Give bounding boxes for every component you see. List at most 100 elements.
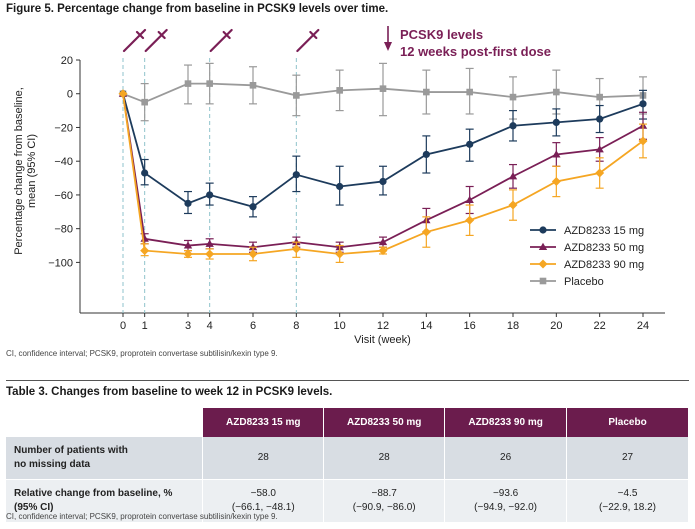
data-point [118,89,128,99]
y-tick-label: 0 [67,89,73,101]
data-point [551,176,561,186]
table-header-15mg: AZD8233 15 mg [202,408,325,437]
x-tick-label: 10 [334,320,346,332]
table-cell: −88.7 (−90.9, −86.0) [323,479,446,522]
legend-label: Placebo [564,276,604,288]
y-tick-label: −40 [54,156,73,168]
cell-value: −58.0 [250,488,276,499]
table-cell: −58.0 (−66.1, −48.1) [202,479,325,522]
data-point [335,249,345,259]
table-header-row: AZD8233 15 mg AZD8233 50 mg AZD8233 90 m… [6,408,689,437]
y-tick-label: 20 [61,55,73,67]
cell-value: −93.6 [492,488,519,499]
series-line [122,93,644,249]
annotation-line-2: 12 weeks post-first dose [400,44,551,59]
data-point [378,237,388,246]
section-divider [6,380,689,381]
data-point [336,182,344,191]
row-label-line: Relative change from baseline, % [14,488,173,499]
table-title: Table 3. Changes from baseline to week 1… [6,386,333,398]
data-point [206,80,213,87]
y-axis-title: Percentage change from baseline, [13,87,25,255]
data-point [141,98,148,106]
cell-value: 27 [621,452,634,463]
data-point [293,92,300,99]
x-tick-label: 18 [507,320,519,332]
series-line [122,82,644,104]
data-point [509,93,517,101]
row-label-line: no missing data [14,459,91,470]
data-point [596,93,603,101]
data-point [183,241,193,249]
y-tick-label: −100 [48,257,73,269]
data-point [141,169,149,177]
x-tick-label: 22 [594,320,606,332]
legend-marker [539,277,547,285]
y-tick-label: −80 [54,224,73,236]
data-point [205,239,214,247]
y-tick-label: −60 [54,190,73,202]
table-header-50mg: AZD8233 50 mg [323,408,446,437]
legend-marker [539,226,547,234]
syringe-icon [209,28,233,53]
x-tick-label: 0 [120,320,126,332]
syringe-icon [296,28,320,53]
table-row: Number of patients with no missing data … [6,437,689,480]
y-axis-title: mean (95% CI) [26,134,38,208]
x-tick-label: 4 [207,320,213,332]
legend-label: AZD8233 50 mg [564,242,644,254]
data-point [508,172,518,180]
data-point [184,80,192,87]
legend-marker [538,242,548,250]
data-point [596,115,604,123]
cell-ci: (−90.9, −86.0) [352,502,416,513]
cell-ci: (−94.9, −92.0) [474,502,537,513]
figure-title: Figure 5. Percentage change from baselin… [6,3,389,15]
x-tick-label: 8 [293,320,299,332]
x-tick-label: 3 [185,320,191,332]
data-point [421,227,431,237]
series-line [122,93,644,208]
row-label-line: Number of patients with [14,445,128,456]
row-label-line: (95% CI) [14,502,54,513]
data-point [140,246,150,256]
x-tick-label: 12 [377,320,389,332]
data-point [423,88,430,96]
data-point [379,177,387,186]
results-table: AZD8233 15 mg AZD8233 50 mg AZD8233 90 m… [6,408,689,522]
x-tick-label: 6 [250,320,256,332]
data-point [249,82,257,89]
data-point [509,122,517,130]
legend-label: AZD8233 90 mg [564,259,644,271]
legend-marker [538,259,548,269]
y-tick-label: −20 [54,122,73,134]
x-tick-label: 14 [420,320,432,332]
annotation-arrow-head [384,42,392,51]
syringe-icon [144,28,168,53]
data-point [466,140,474,148]
cell-value: 28 [378,452,390,463]
annotation-line-1: PCSK9 levels [400,27,483,42]
table-cell: −4.5 (−22.9, 18.2) [566,479,689,522]
cell-value: 26 [500,452,512,463]
row-label: Relative change from baseline, % (95% CI… [6,479,204,522]
data-point [465,215,475,225]
data-point [595,168,605,178]
table-cell: 28 [323,437,446,480]
data-point [639,100,647,108]
x-tick-label: 1 [142,320,148,332]
data-point [183,249,193,259]
cell-value: −4.5 [617,488,638,499]
table-header-90mg: AZD8233 90 mg [444,408,568,437]
data-point [249,203,257,211]
cell-ci: (−66.1, −48.1) [231,502,295,513]
row-label: Number of patients with no missing data [6,437,204,480]
data-point [465,195,474,203]
x-tick-label: 20 [550,320,562,332]
syringe-icon [122,28,147,53]
data-point [292,171,300,179]
x-tick-label: 16 [464,320,476,332]
data-point [379,85,387,92]
data-point [205,249,215,259]
data-point [595,145,604,153]
